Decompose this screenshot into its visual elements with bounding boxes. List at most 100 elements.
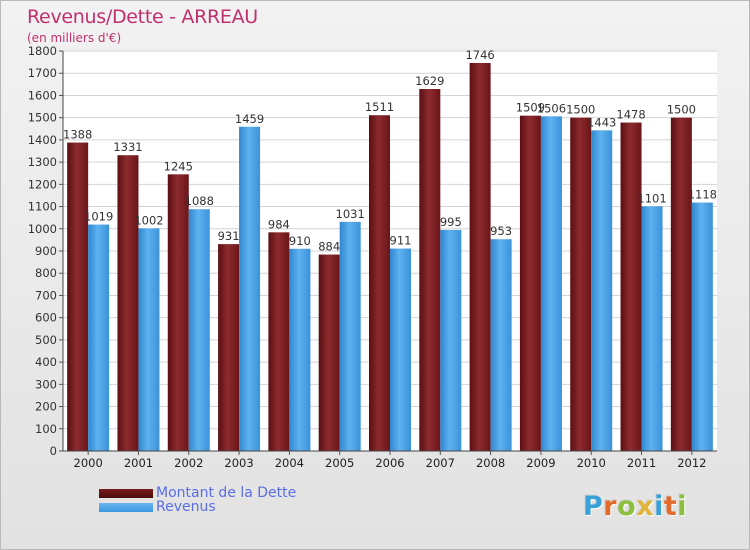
y-tick-label: 1300 bbox=[28, 155, 57, 169]
chart-title: Revenus/Dette - ARREAU bbox=[27, 6, 258, 28]
logo-letter: i bbox=[654, 491, 664, 522]
bar-dette[interactable] bbox=[419, 89, 441, 451]
bar-dette[interactable] bbox=[519, 115, 541, 452]
bar-dette[interactable] bbox=[369, 115, 390, 451]
logo-letter: t bbox=[663, 491, 678, 522]
bar-revenus[interactable] bbox=[390, 248, 411, 451]
x-tick-label: 2003 bbox=[224, 456, 253, 470]
x-tick-label: 2008 bbox=[476, 456, 505, 470]
legend-label-revenus: Revenus bbox=[156, 499, 216, 515]
bar-revenus[interactable] bbox=[289, 248, 311, 451]
logo-letter: x bbox=[636, 491, 655, 522]
y-tick-label: 1500 bbox=[28, 111, 57, 125]
y-tick-label: 1800 bbox=[28, 44, 57, 58]
data-label-dette: 1500 bbox=[566, 103, 595, 117]
y-tick-label: 1400 bbox=[28, 133, 57, 147]
bar-dette[interactable] bbox=[268, 232, 290, 451]
bar-revenus[interactable] bbox=[691, 202, 713, 451]
data-label-dette: 1331 bbox=[113, 140, 142, 154]
logo-letter: o bbox=[617, 491, 637, 522]
bar-dette[interactable] bbox=[67, 142, 89, 452]
proxiti-logo: Proxiti bbox=[583, 491, 687, 522]
x-tick-label: 2009 bbox=[526, 456, 555, 470]
bar-revenus[interactable] bbox=[540, 116, 562, 451]
x-tick-label: 2006 bbox=[375, 456, 404, 470]
bar-revenus[interactable] bbox=[239, 126, 261, 452]
bar-dette[interactable] bbox=[670, 117, 692, 452]
bar-dette[interactable] bbox=[218, 244, 240, 451]
y-tick-label: 1600 bbox=[28, 88, 57, 102]
data-label-revenus: 1118 bbox=[688, 188, 717, 202]
data-label-revenus: 995 bbox=[440, 215, 462, 229]
bar-revenus[interactable] bbox=[591, 130, 613, 452]
bar-dette[interactable] bbox=[570, 117, 592, 452]
data-label-revenus: 1506 bbox=[537, 101, 566, 115]
x-tick-label: 2004 bbox=[275, 456, 304, 470]
y-tick-label: 900 bbox=[35, 244, 57, 258]
x-tick-label: 2002 bbox=[174, 456, 203, 470]
data-label-dette: 984 bbox=[268, 217, 290, 231]
y-tick-label: 100 bbox=[35, 422, 57, 436]
x-tick-label: 2001 bbox=[124, 456, 153, 470]
y-tick-label: 1200 bbox=[28, 177, 57, 191]
bar-dette[interactable] bbox=[469, 63, 491, 451]
logo-letter: P bbox=[583, 491, 604, 522]
logo-letter: i bbox=[677, 491, 688, 522]
chart-subtitle: (en milliers d'€) bbox=[27, 31, 122, 45]
bar-revenus[interactable] bbox=[138, 228, 160, 451]
data-label-dette: 884 bbox=[318, 240, 340, 254]
y-tick-label: 700 bbox=[35, 288, 57, 302]
data-label-dette: 1478 bbox=[616, 108, 645, 122]
y-tick-label: 600 bbox=[35, 311, 57, 325]
data-label-dette: 931 bbox=[218, 229, 240, 243]
data-label-revenus: 953 bbox=[490, 224, 512, 238]
x-tick-label: 2011 bbox=[627, 456, 656, 470]
x-tick-label: 2012 bbox=[677, 456, 706, 470]
bar-revenus[interactable] bbox=[490, 239, 512, 451]
y-tick-label: 200 bbox=[35, 400, 57, 414]
x-tick-label: 2005 bbox=[325, 456, 354, 470]
data-label-revenus: 911 bbox=[390, 234, 412, 248]
y-tick-label: 300 bbox=[35, 377, 57, 391]
bar-dette[interactable] bbox=[167, 174, 189, 452]
data-label-revenus: 1443 bbox=[587, 115, 616, 129]
data-label-revenus: 1088 bbox=[185, 194, 214, 208]
data-label-dette: 1245 bbox=[164, 159, 193, 173]
data-label-dette: 1511 bbox=[365, 100, 394, 114]
bar-revenus[interactable] bbox=[641, 206, 663, 451]
y-tick-label: 1000 bbox=[28, 222, 57, 236]
bar-dette[interactable] bbox=[117, 155, 139, 451]
data-label-revenus: 1002 bbox=[134, 213, 163, 227]
y-tick-label: 1100 bbox=[28, 200, 57, 214]
data-label-dette: 1500 bbox=[667, 103, 696, 117]
bar-revenus[interactable] bbox=[339, 221, 361, 451]
data-label-dette: 1509 bbox=[516, 101, 545, 115]
x-tick-label: 2007 bbox=[426, 456, 455, 470]
y-tick-label: 0 bbox=[50, 444, 57, 458]
bar-revenus[interactable] bbox=[188, 209, 210, 451]
y-tick-label: 400 bbox=[35, 355, 57, 369]
bar-dette[interactable] bbox=[318, 254, 340, 451]
data-label-revenus: 1031 bbox=[336, 207, 365, 221]
legend-swatch-revenus bbox=[99, 503, 153, 512]
bar-revenus[interactable] bbox=[88, 224, 110, 451]
bar-revenus[interactable] bbox=[440, 229, 462, 451]
data-label-dette: 1388 bbox=[63, 128, 92, 142]
x-tick-label: 2000 bbox=[74, 456, 103, 470]
bar-dette[interactable] bbox=[620, 122, 642, 452]
y-tick-label: 1700 bbox=[28, 66, 57, 80]
data-label-dette: 1746 bbox=[465, 48, 494, 62]
data-label-revenus: 1459 bbox=[235, 112, 264, 126]
legend-swatch-dette bbox=[99, 489, 153, 498]
data-label-dette: 1629 bbox=[415, 74, 444, 88]
x-tick-label: 2010 bbox=[577, 456, 606, 470]
logo-letter: r bbox=[603, 491, 618, 522]
data-label-revenus: 1101 bbox=[637, 191, 666, 205]
data-label-revenus: 910 bbox=[289, 234, 311, 248]
y-tick-label: 800 bbox=[35, 266, 57, 280]
legend-label-dette: Montant de la Dette bbox=[156, 485, 297, 501]
data-label-revenus: 1019 bbox=[84, 210, 113, 224]
y-tick-label: 500 bbox=[35, 333, 57, 347]
